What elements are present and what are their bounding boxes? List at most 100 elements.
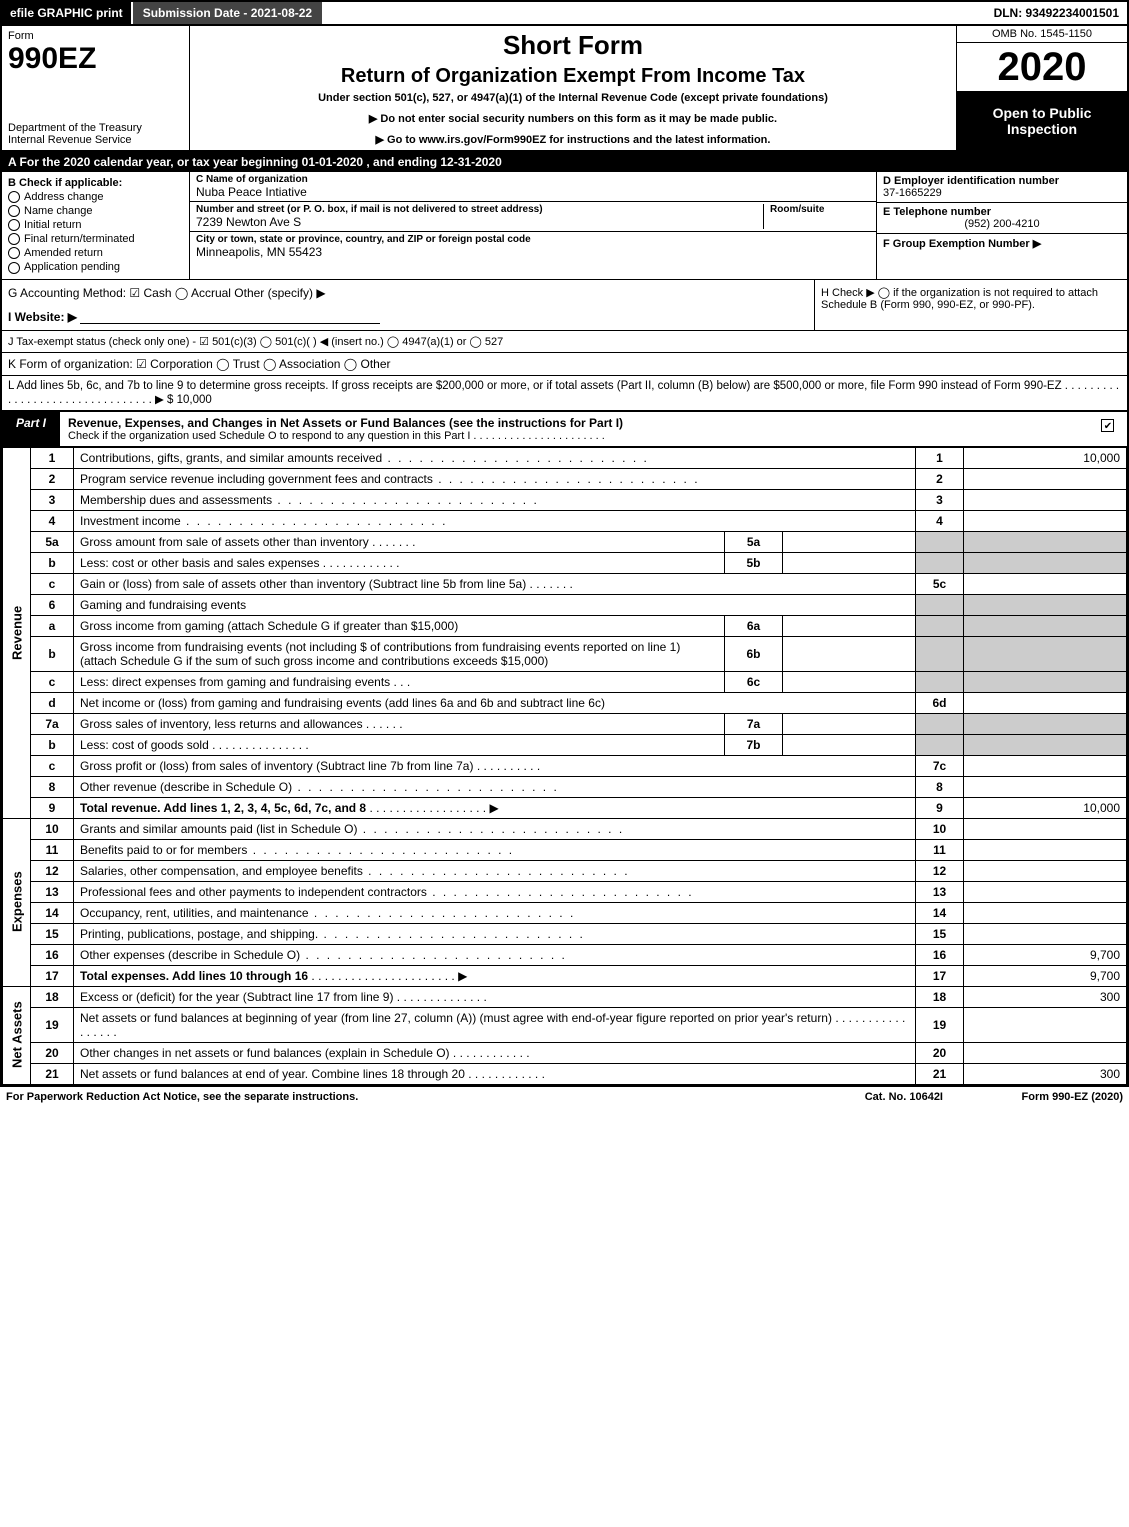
b-address-change[interactable]: Address change [24, 191, 104, 203]
under-section: Under section 501(c), 527, or 4947(a)(1)… [196, 92, 950, 104]
line-13-desc: Professional fees and other payments to … [80, 885, 427, 899]
line-6-desc: Gaming and fundraising events [74, 594, 916, 615]
c-city-label: City or town, state or province, country… [196, 234, 870, 245]
expenses-tab: Expenses [3, 818, 31, 986]
line-7b-box: 7b [725, 734, 783, 755]
line-16-val: 9,700 [964, 944, 1127, 965]
submission-date: Submission Date - 2021-08-22 [131, 2, 322, 24]
f-group-label: F Group Exemption Number ▶ [883, 237, 1121, 250]
line-5c-desc: Gain or (loss) from sale of assets other… [80, 577, 526, 591]
org-city: Minneapolis, MN 55423 [196, 245, 870, 259]
line-6c-desc: Less: direct expenses from gaming and fu… [80, 675, 390, 689]
tax-year: 2020 [957, 43, 1127, 92]
line-6a-desc: Gross income from gaming (attach Schedul… [80, 619, 458, 633]
line-2-val [964, 468, 1127, 489]
ein-value: 37-1665229 [883, 187, 1121, 199]
netassets-tab: Net Assets [3, 986, 31, 1084]
e-tel-label: E Telephone number [883, 206, 1121, 218]
line-6d-desc: Net income or (loss) from gaming and fun… [74, 692, 916, 713]
line-4-desc: Investment income [80, 514, 181, 528]
b-label: B Check if applicable: [8, 177, 183, 189]
line-5b-desc: Less: cost or other basis and sales expe… [80, 556, 319, 570]
efile-label[interactable]: efile GRAPHIC print [2, 2, 131, 24]
line-9-val: 10,000 [964, 797, 1127, 818]
b-initial-return[interactable]: Initial return [24, 219, 81, 231]
return-title: Return of Organization Exempt From Incom… [196, 65, 950, 88]
form-header: Form 990EZ Department of the Treasury In… [2, 26, 1127, 152]
line-8-desc: Other revenue (describe in Schedule O) [80, 780, 292, 794]
section-def: D Employer identification number 37-1665… [876, 172, 1127, 279]
d-ein-label: D Employer identification number [883, 175, 1121, 187]
line-21-desc: Net assets or fund balances at end of ye… [80, 1067, 465, 1081]
c-name-label: C Name of organization [196, 174, 870, 185]
b-pending[interactable]: Application pending [24, 261, 120, 273]
part-i-title: Revenue, Expenses, and Changes in Net As… [68, 416, 623, 430]
line-6b-box: 6b [725, 636, 783, 671]
c-room-label: Room/suite [770, 204, 870, 215]
part-i-checkbox[interactable] [1101, 419, 1114, 432]
line-14-desc: Occupancy, rent, utilities, and maintena… [80, 906, 309, 920]
line-1-box: 1 [916, 447, 964, 468]
dln: DLN: 93492234001501 [986, 2, 1127, 24]
line-6c-box: 6c [725, 671, 783, 692]
line-18-val: 300 [964, 986, 1127, 1007]
form-word: Form [8, 30, 183, 42]
b-name-change[interactable]: Name change [24, 205, 93, 217]
line-5a-desc: Gross amount from sale of assets other t… [80, 535, 369, 549]
page-footer: For Paperwork Reduction Act Notice, see … [0, 1087, 1129, 1107]
line-17-arrow: ▶ [458, 969, 467, 983]
line-18-desc: Excess or (deficit) for the year (Subtra… [80, 990, 393, 1004]
line-12-desc: Salaries, other compensation, and employ… [80, 864, 363, 878]
dept-treasury: Department of the Treasury [8, 122, 183, 134]
row-l: L Add lines 5b, 6c, and 7b to line 9 to … [2, 376, 1127, 411]
tel-value: (952) 200-4210 [883, 218, 1121, 230]
b-amended[interactable]: Amended return [24, 247, 103, 259]
goto-link[interactable]: ▶ Go to www.irs.gov/Form990EZ for instru… [196, 133, 950, 146]
line-15-desc: Printing, publications, postage, and shi… [80, 927, 318, 941]
line-7a-desc: Gross sales of inventory, less returns a… [80, 717, 363, 731]
line-9-arrow: ▶ [489, 801, 498, 815]
warning-ssn: ▶ Do not enter social security numbers o… [196, 112, 950, 125]
line-10-desc: Grants and similar amounts paid (list in… [80, 822, 357, 836]
omb-number: OMB No. 1545-1150 [957, 26, 1127, 43]
revenue-tab: Revenue [3, 447, 31, 818]
part-i-label: Part I [2, 412, 60, 446]
line-7c-desc: Gross profit or (loss) from sales of inv… [80, 759, 473, 773]
line-17-val: 9,700 [964, 965, 1127, 986]
line-20-desc: Other changes in net assets or fund bala… [80, 1046, 450, 1060]
row-g: G Accounting Method: ☑ Cash ◯ Accrual Ot… [8, 286, 808, 300]
footer-right: Form 990-EZ (2020) [943, 1091, 1123, 1103]
part-i-sub: Check if the organization used Schedule … [68, 430, 1079, 442]
line-6a-box: 6a [725, 615, 783, 636]
c-addr-label: Number and street (or P. O. box, if mail… [196, 204, 757, 215]
open-inspection: Open to Public Inspection [957, 92, 1127, 150]
row-i: I Website: ▶ [8, 310, 77, 324]
line-5b-box: 5b [725, 552, 783, 573]
line-16-desc: Other expenses (describe in Schedule O) [80, 948, 300, 962]
footer-mid: Cat. No. 10642I [865, 1091, 943, 1103]
row-h: H Check ▶ ◯ if the organization is not r… [814, 280, 1127, 330]
line-21-val: 300 [964, 1063, 1127, 1084]
line-6b-desc: Gross income from fundraising events (no… [80, 640, 680, 668]
footer-left: For Paperwork Reduction Act Notice, see … [6, 1091, 865, 1103]
dept-irs: Internal Revenue Service [8, 134, 183, 146]
org-name: Nuba Peace Intiative [196, 185, 870, 199]
section-b: B Check if applicable: Address change Na… [2, 172, 190, 279]
line-11-desc: Benefits paid to or for members [80, 843, 247, 857]
part-i-header: Part I Revenue, Expenses, and Changes in… [2, 411, 1127, 447]
line-19-desc: Net assets or fund balances at beginning… [80, 1011, 832, 1025]
b-final-return[interactable]: Final return/terminated [24, 233, 135, 245]
top-bar: efile GRAPHIC print Submission Date - 20… [2, 2, 1127, 26]
lines-table: Revenue 1 Contributions, gifts, grants, … [2, 447, 1127, 1085]
line-17-desc: Total expenses. Add lines 10 through 16 [80, 969, 308, 983]
line-1-desc: Contributions, gifts, grants, and simila… [80, 451, 382, 465]
line-1-val: 10,000 [964, 447, 1127, 468]
line-5a-box: 5a [725, 531, 783, 552]
line-1-num: 1 [31, 447, 74, 468]
line-9-desc: Total revenue. Add lines 1, 2, 3, 4, 5c,… [80, 801, 366, 815]
short-form-title: Short Form [196, 30, 950, 61]
org-address: 7239 Newton Ave S [196, 215, 757, 229]
form-number: 990EZ [8, 44, 183, 74]
row-k: K Form of organization: ☑ Corporation ◯ … [2, 353, 1127, 376]
line-7a-box: 7a [725, 713, 783, 734]
